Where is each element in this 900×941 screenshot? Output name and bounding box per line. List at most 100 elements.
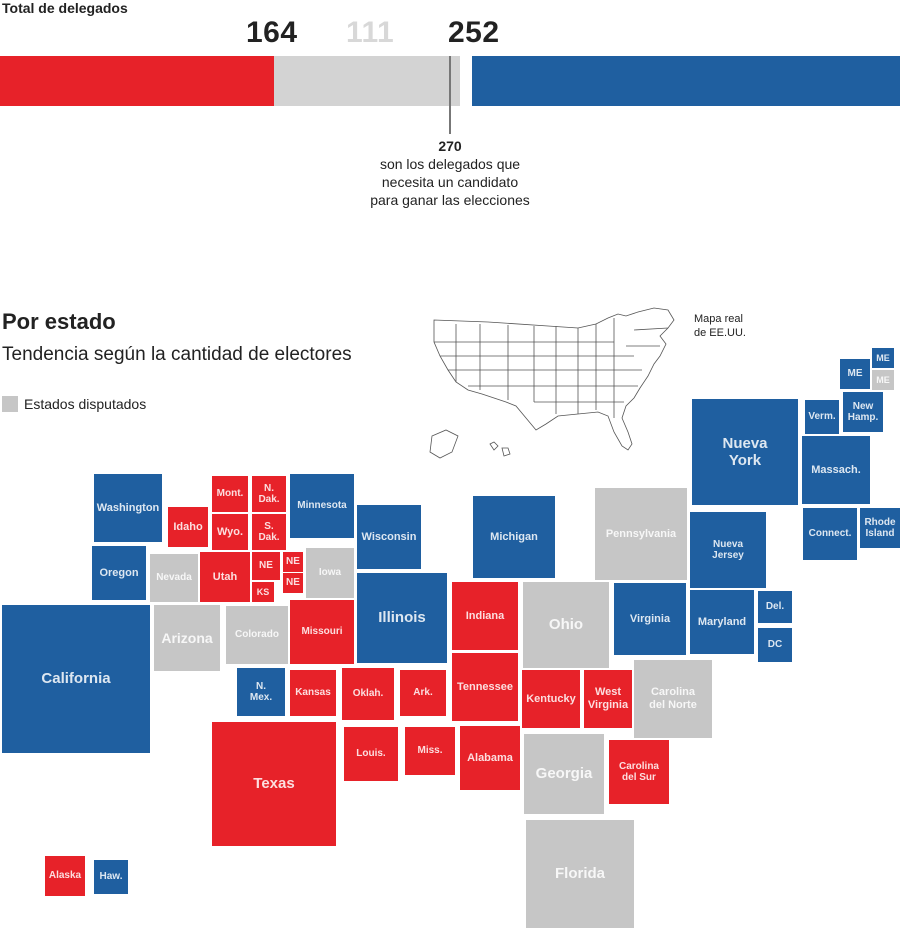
- state-label: Nueva York: [722, 434, 768, 469]
- state-label: Wyo.: [216, 525, 244, 538]
- state-label: Idaho: [173, 520, 203, 533]
- state-tile-nueva-york: Nueva York: [692, 399, 798, 505]
- state-tile-tennessee: Tennessee: [452, 653, 518, 721]
- state-tile-california: California: [2, 605, 150, 753]
- chart-title: Total de delegados: [2, 0, 128, 16]
- threshold-value: 270: [438, 138, 462, 154]
- state-label: S. Dak.: [258, 520, 280, 544]
- section-title: Por estado: [2, 309, 116, 334]
- state-tile-alaska: Alaska: [45, 856, 85, 896]
- state-tile-minnesota: Minnesota: [290, 474, 354, 538]
- state-label: West Virginia: [587, 686, 629, 711]
- state-tile-connect: Connect.: [803, 508, 857, 560]
- state-label: New Hamp.: [847, 400, 879, 424]
- state-label: Indiana: [465, 609, 505, 622]
- state-tile-indiana: Indiana: [452, 582, 518, 650]
- state-tile-new-hamp: New Hamp.: [843, 392, 883, 432]
- state-tile-haw: Haw.: [94, 860, 128, 894]
- state-tile-virginia: Virginia: [614, 583, 686, 655]
- reference-map-label-line-1: Mapa real: [694, 313, 743, 325]
- state-tile-oregon: Oregon: [92, 546, 146, 600]
- state-tile-ks: KS: [252, 582, 274, 602]
- state-tile-miss: Miss.: [405, 727, 455, 775]
- state-tile-me: ME: [872, 370, 894, 390]
- state-label: NE: [286, 556, 300, 568]
- state-tile-ohio: Ohio: [523, 582, 609, 668]
- threshold-line-3: para ganar las elecciones: [370, 192, 530, 208]
- state-tile-michigan: Michigan: [473, 496, 555, 578]
- state-label: Michigan: [490, 530, 538, 543]
- state-label: ME: [876, 352, 890, 363]
- state-tile-colorado: Colorado: [226, 606, 288, 664]
- state-label: DC: [767, 639, 783, 651]
- state-label: Del.: [765, 601, 785, 613]
- state-label: Washington: [96, 501, 160, 514]
- state-label: Alabama: [467, 751, 513, 764]
- state-tile-kentucky: Kentucky: [522, 670, 580, 728]
- state-label: N. Dak.: [258, 482, 280, 506]
- state-tile-dc: DC: [758, 628, 792, 662]
- state-label: Iowa: [318, 567, 342, 579]
- state-label: Louis.: [356, 748, 386, 760]
- state-tile-nueva-jersey: Nueva Jersey: [690, 512, 766, 588]
- state-tile-ne: NE: [252, 552, 280, 580]
- state-label: NE: [286, 577, 300, 589]
- state-tile-texas: Texas: [212, 722, 336, 846]
- section-subtitle: Tendencia según la cantidad de electores: [2, 344, 352, 365]
- state-label: Ark.: [413, 687, 433, 699]
- state-label: Florida: [554, 865, 605, 883]
- state-tile-florida: Florida: [526, 820, 634, 928]
- state-label: Illinois: [378, 609, 426, 627]
- threshold-marker-line: [449, 56, 451, 134]
- state-label: Virginia: [629, 612, 671, 625]
- threshold-line-2: necesita un candidato: [381, 174, 519, 190]
- state-label: Carolina del Sur: [618, 760, 659, 784]
- state-label: ME: [847, 368, 863, 380]
- state-tile-ne: NE: [283, 573, 303, 593]
- state-label: Georgia: [535, 765, 593, 783]
- state-tile-ark: Ark.: [400, 670, 446, 716]
- state-tile-me: ME: [872, 348, 894, 368]
- state-tile-wyo: Wyo.: [212, 514, 248, 550]
- state-label: Rhode Island: [864, 516, 896, 540]
- state-tile-verm: Verm.: [805, 400, 839, 434]
- state-tile-rhode-island: Rhode Island: [860, 508, 900, 548]
- state-label: N. Mex.: [249, 680, 273, 704]
- state-tile-massach: Massach.: [802, 436, 870, 504]
- state-label: ME: [876, 374, 890, 385]
- us-reference-map: [429, 307, 675, 459]
- state-label: Missouri: [301, 626, 343, 638]
- state-tile-pennsylvania: Pennsylvania: [595, 488, 687, 580]
- state-tile-alabama: Alabama: [460, 726, 520, 790]
- state-tile-idaho: Idaho: [168, 507, 208, 547]
- state-tile-illinois: Illinois: [357, 573, 447, 663]
- state-tile-s-dak: S. Dak.: [252, 514, 286, 550]
- state-label: Nevada: [156, 572, 192, 584]
- state-label: Haw.: [99, 871, 123, 883]
- tossup-total: 111: [346, 16, 395, 49]
- state-tile-missouri: Missouri: [290, 600, 354, 664]
- state-label: Oklah.: [352, 688, 384, 700]
- rep-bar-segment: [0, 56, 275, 106]
- state-label: Arizona: [161, 629, 213, 646]
- state-tile-iowa: Iowa: [306, 548, 354, 598]
- state-tile-georgia: Georgia: [524, 734, 604, 814]
- state-label: Miss.: [417, 745, 443, 757]
- state-tile-west-virginia: West Virginia: [584, 670, 632, 728]
- state-label: Wisconsin: [361, 530, 417, 543]
- state-tile-kansas: Kansas: [290, 670, 336, 716]
- state-label: Maryland: [697, 615, 747, 628]
- state-tile-oklah: Oklah.: [342, 668, 394, 720]
- state-label: Ohio: [548, 616, 584, 634]
- threshold-line-1: son los delegados que: [379, 156, 521, 172]
- legend-label-tossup: Estados disputados: [24, 396, 147, 412]
- state-label: Colorado: [235, 629, 279, 641]
- state-label: Massach.: [811, 463, 861, 476]
- threshold-annotation: 270 son los delegados que necesita un ca…: [350, 137, 550, 209]
- state-label: Oregon: [99, 566, 139, 579]
- state-label: Kansas: [295, 687, 331, 699]
- state-tile-del: Del.: [758, 591, 792, 623]
- state-label: Mont.: [216, 488, 244, 500]
- state-tile-me: ME: [840, 359, 870, 389]
- state-label: Tennessee: [456, 680, 514, 693]
